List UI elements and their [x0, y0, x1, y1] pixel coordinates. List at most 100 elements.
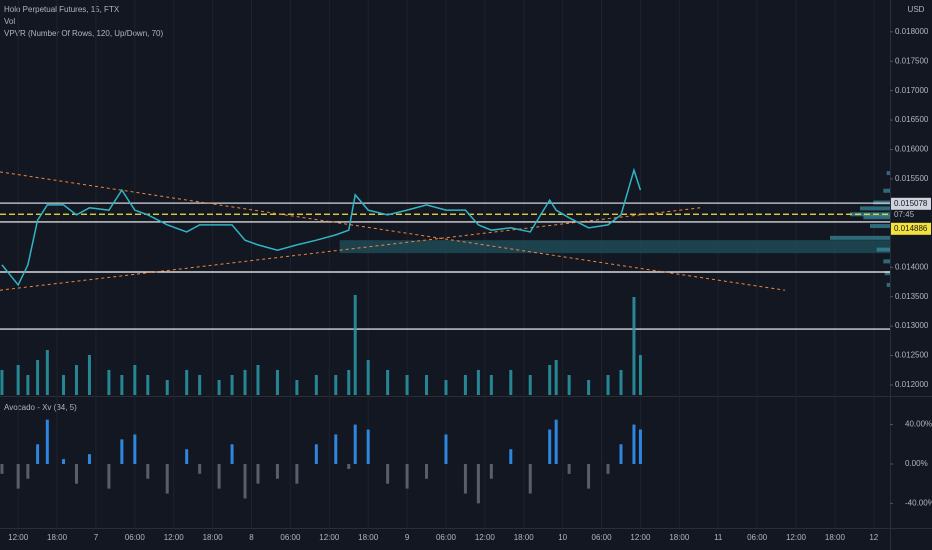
x-tick-label: 12:00	[630, 533, 651, 542]
symbol-title: Holo Perpetual Futures, 15, FTX	[4, 5, 120, 14]
volume-bar	[476, 370, 480, 395]
oscillator-bar	[489, 463, 493, 479]
volume-bar	[26, 375, 30, 395]
y-tick-label: 0.017500	[895, 56, 929, 65]
y-tick-label: 0.016000	[895, 145, 929, 154]
oscillator-bar	[386, 463, 390, 484]
oscillator-bar	[632, 424, 636, 464]
oscillator-bar	[314, 444, 318, 464]
volume-bar	[606, 375, 610, 395]
y-tick-label: -40.00%	[905, 498, 932, 507]
x-tick-label: 18:00	[825, 533, 846, 542]
volume-bar	[587, 380, 591, 395]
x-tick-label: 18:00	[47, 533, 68, 542]
oscillator-bar	[45, 419, 49, 464]
volume-bar	[243, 370, 247, 395]
oscillator-bar	[74, 463, 78, 484]
price-tag-label: 0.015078	[894, 199, 928, 208]
volume-bar	[256, 365, 260, 395]
oscillator-bar	[366, 429, 370, 464]
oscillator-bar	[353, 424, 357, 464]
profile-bar	[830, 235, 890, 240]
x-tick-label: 12:00	[475, 533, 496, 542]
y-tick-label: 0.018000	[895, 27, 929, 36]
countdown: 07:45	[894, 210, 915, 219]
oscillator-bar	[347, 463, 351, 469]
indicator-label: Vol	[4, 17, 15, 26]
profile-bar	[886, 282, 890, 287]
oscillator-bar	[0, 463, 4, 474]
oscillator-bar	[425, 463, 429, 479]
oscillator-bar	[133, 434, 137, 464]
x-tick-label: 18:00	[203, 533, 224, 542]
volume-bar	[405, 375, 409, 395]
oscillator-bar	[567, 463, 571, 474]
volume-bar	[619, 370, 623, 395]
volume-bar	[314, 375, 318, 395]
volume-bar	[567, 375, 571, 395]
y-tick-label: 0.013500	[895, 292, 929, 301]
oscillator-bar	[463, 463, 467, 494]
oscillator-bar	[120, 439, 124, 464]
oscillator-title: Avocado - Xv (34, 5)	[4, 403, 77, 412]
oscillator-bar	[528, 463, 532, 494]
x-tick-label: 9	[405, 533, 410, 542]
zone	[339, 240, 890, 254]
oscillator-bar	[606, 463, 610, 474]
volume-bar	[36, 360, 40, 395]
y-tick-label: 0.00%	[905, 459, 928, 468]
volume-bar	[275, 370, 279, 395]
oscillator-bar	[62, 459, 66, 464]
oscillator-bar	[509, 449, 513, 464]
price-tag	[891, 222, 931, 235]
oscillator-bar	[548, 429, 552, 464]
x-tick-label: 06:00	[436, 533, 457, 542]
volume-bar	[107, 370, 111, 395]
x-tick-label: 06:00	[125, 533, 146, 542]
volume-bar	[0, 370, 4, 395]
volume-bar	[198, 375, 202, 395]
profile-bar	[883, 259, 890, 264]
volume-bar	[74, 365, 78, 395]
profile-bar	[886, 171, 890, 176]
x-tick-label: 11	[714, 533, 723, 542]
volume-bar	[353, 295, 357, 395]
volume-bar	[146, 375, 150, 395]
volume-bar	[295, 380, 299, 395]
price-tag-label: 0.014886	[894, 224, 928, 233]
volume-bar	[87, 355, 91, 395]
oscillator-bar	[16, 463, 20, 489]
oscillator-bar	[405, 463, 409, 489]
oscillator-bar	[217, 463, 221, 489]
volume-bar	[386, 370, 390, 395]
y-tick-label: 0.012000	[895, 380, 929, 389]
oscillator-bar	[87, 454, 91, 464]
volume-bar	[334, 375, 338, 395]
volume-bar	[366, 360, 370, 395]
profile-bar	[884, 271, 890, 276]
x-tick-label: 06:00	[280, 533, 301, 542]
oscillator-bar	[165, 463, 169, 494]
volume-bar	[185, 370, 189, 395]
oscillator-bar	[476, 463, 480, 504]
x-tick-label: 7	[94, 533, 99, 542]
y-tick-label: 0.012500	[895, 351, 929, 360]
oscillator-bar	[554, 419, 558, 464]
volume-bar	[230, 375, 234, 395]
oscillator-bar	[275, 463, 279, 479]
y-tick-label: 40.00%	[905, 420, 932, 429]
y-tick-label: 0.014000	[895, 262, 929, 271]
oscillator-bar	[256, 463, 260, 484]
volume-bar	[425, 375, 429, 395]
volume-bar	[548, 365, 552, 395]
price-line	[1, 167, 642, 287]
profile-bar	[860, 206, 890, 211]
y-tick-label: 0.013000	[895, 321, 929, 330]
oscillator-bar	[185, 449, 189, 464]
oscillator-bar	[638, 429, 642, 464]
axis-unit: USD	[908, 5, 925, 14]
volume-bar	[463, 375, 467, 395]
